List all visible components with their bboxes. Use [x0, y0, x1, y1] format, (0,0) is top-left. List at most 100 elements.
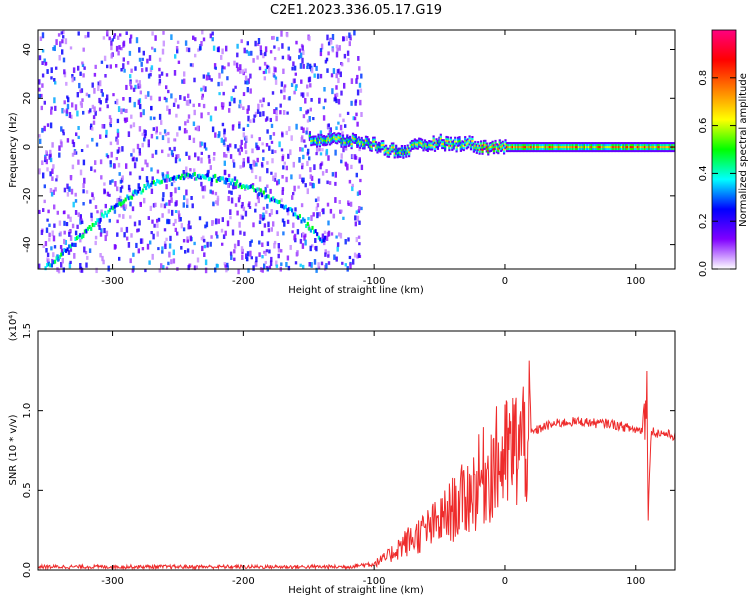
spectrogram-cell [201, 93, 204, 98]
spectrogram-cell [313, 63, 316, 68]
spectrogram-cell [227, 173, 231, 178]
spectrogram-cell [105, 213, 108, 218]
spectrogram-cell [339, 232, 343, 239]
spectrogram-cell [491, 144, 494, 147]
spectrogram-cell [330, 73, 334, 78]
spectrogram-cell [318, 98, 321, 102]
spectrogram-cell [66, 192, 70, 197]
spectrogram-cell [246, 80, 249, 85]
spectrogram-cell [530, 146, 533, 149]
spectrogram-cell [127, 131, 131, 137]
spectrogram-cell [349, 37, 352, 41]
spectrogram-cell [239, 165, 242, 169]
spectrogram-cell [364, 139, 368, 142]
spectrogram-cell [475, 147, 478, 150]
spectrogram-cell [223, 66, 226, 70]
spectrogram-cell [158, 57, 162, 62]
spectrogram-cell [248, 201, 251, 205]
spectrogram-cell [55, 178, 58, 182]
spectrogram-cell [135, 157, 138, 162]
spectrogram-cell [61, 39, 64, 44]
spectrogram-cell [636, 146, 639, 149]
spectrogram-cell [242, 132, 245, 138]
spectrogram-cell [192, 103, 195, 108]
spectrogram-cell [240, 185, 243, 190]
spectrogram-cell [261, 242, 264, 248]
spectrogram-cell [289, 245, 292, 250]
spectrogram-cell [261, 230, 264, 237]
spectrogram-cell [109, 160, 112, 165]
spectrogram-cell [233, 60, 236, 66]
spectrogram-cell [202, 74, 205, 79]
spectrogram-cell [326, 180, 329, 185]
spectrogram-cell [299, 263, 302, 267]
spectrogram-cell [273, 74, 276, 78]
spectrogram-cell [113, 163, 116, 169]
spectrogram-cell [228, 190, 231, 194]
spectrogram-cell [144, 94, 148, 99]
spectrogram-cell [291, 208, 294, 213]
colorbar-tick-label: 0.6 [698, 118, 709, 134]
spectrogram-cell [307, 148, 310, 155]
spectrogram-cell [275, 107, 278, 111]
spectrogram-cell [218, 72, 221, 79]
spectrogram-cell [115, 157, 118, 161]
spectrogram-cell [353, 154, 357, 160]
spectrogram-cell [150, 188, 154, 195]
spectrogram-cell [72, 67, 76, 73]
spectrogram-cell [226, 147, 230, 151]
spectrogram-cell [314, 139, 317, 142]
spectrogram-cell [52, 260, 55, 265]
spectrogram-cell [277, 47, 280, 51]
spectrogram-cell [185, 189, 188, 196]
spectrogram-cell [165, 202, 168, 206]
spectrogram-cell [192, 35, 195, 40]
spectrogram-cell [157, 217, 161, 222]
spectrogram-cell [130, 153, 133, 157]
spectrogram-cell [215, 200, 218, 205]
spectrogram-cell [325, 57, 329, 62]
spectrogram-cell [86, 144, 89, 148]
spectrogram-cell [63, 71, 67, 78]
spectrogram-cell [48, 154, 51, 160]
spectrogram-cell [338, 45, 341, 51]
spectrogram-cell [114, 100, 117, 105]
spectrogram-cell [344, 145, 348, 151]
spectrogram-cell [94, 64, 97, 69]
spectrogram-cell [77, 159, 80, 165]
spectrogram-cell [399, 151, 402, 154]
spectrogram-cell [306, 188, 309, 195]
spectrogram-cell [457, 140, 460, 143]
spectrogram-cell [536, 146, 539, 149]
spectrogram-cell [639, 146, 642, 149]
spectrogram-cell [283, 221, 286, 227]
spectrogram-cell [204, 86, 207, 92]
x-tick-label: 0 [502, 576, 508, 587]
spectrogram-cell [40, 105, 43, 111]
spectrogram-cell [236, 52, 239, 58]
spectrogram-cell [232, 159, 235, 163]
spectrogram-cell [587, 146, 591, 149]
spectrogram-cell [341, 138, 345, 141]
spectrogram-cell [328, 130, 332, 135]
spectrogram-cell [501, 144, 504, 147]
spectrogram-cell [53, 204, 56, 210]
spectrogram-cell [75, 132, 78, 137]
spectrogram-cell [216, 195, 220, 201]
spectrogram-cell [247, 105, 250, 111]
spectrogram-cell [432, 139, 435, 142]
spectrogram-cell [273, 45, 276, 49]
spectrogram-cell [118, 172, 121, 176]
spectrogram-cell [65, 81, 68, 86]
spectrogram-cell [263, 263, 266, 270]
spectrogram-cell [276, 200, 279, 205]
spectrogram-cell [262, 149, 265, 153]
spectrogram-cell [182, 227, 186, 232]
spectrogram-cell [412, 143, 415, 146]
spectrogram-cell [167, 261, 170, 266]
spectrogram-cell [141, 57, 144, 61]
spectrogram-cell [233, 243, 237, 249]
spectrogram-cell [308, 36, 311, 42]
spectrogram-cell [243, 231, 246, 236]
spectrogram-cell [132, 252, 135, 257]
